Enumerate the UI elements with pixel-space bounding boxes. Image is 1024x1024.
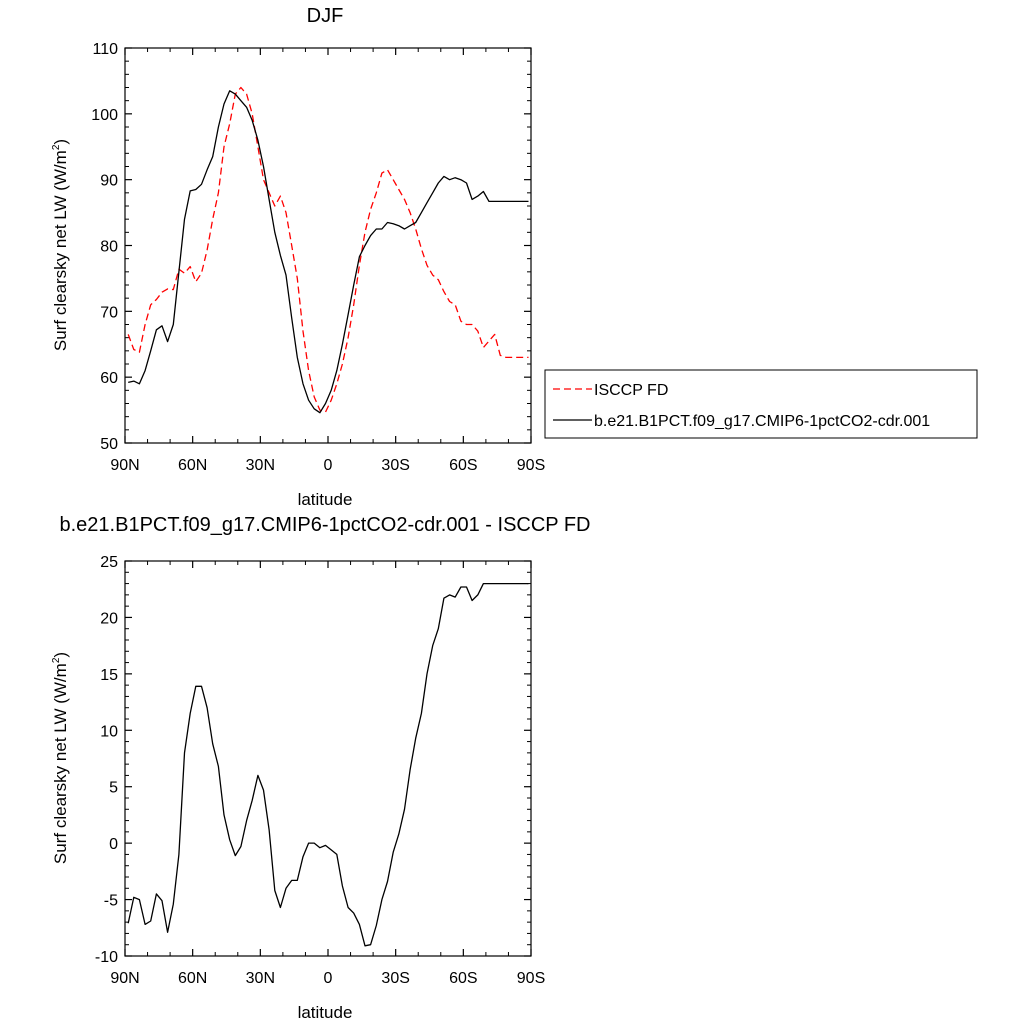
bottom-y-tick-label: -10 <box>95 949 118 966</box>
bottom-y-axis: -10 -5 0 5 10 15 20 25 <box>95 554 531 966</box>
top-x-axis-label: latitude <box>298 490 353 509</box>
bottom-y-tick-label: 5 <box>109 780 118 797</box>
bottom-y-tick-label: 20 <box>100 610 118 627</box>
top-series-model-line <box>128 90 529 414</box>
bottom-x-tick-label: 60N <box>178 970 207 987</box>
top-chart-title: DJF <box>307 5 344 27</box>
top-x-tick-label: 30S <box>381 457 409 474</box>
bottom-y-tick-label: 10 <box>100 723 118 740</box>
legend-label-isccp: ISCCP FD <box>594 382 668 399</box>
bottom-plot-frame <box>124 560 532 957</box>
bottom-y-axis-label: Surf clearsky net LW (W/m2) <box>51 652 70 864</box>
top-y-tick-label: 50 <box>100 436 118 453</box>
top-panel: DJF 90N 60N 30N 0 30S 60S 90S 50 60 70 80 90 100 110… <box>51 5 545 509</box>
bottom-panel: b.e21.B1PCT.f09_g17.CMIP6-1pctCO2-cdr.00… <box>51 514 591 1022</box>
top-y-axis: 50 60 70 80 90 100 110 <box>91 41 531 453</box>
top-y-tick-label: 80 <box>100 239 118 256</box>
bottom-x-tick-label: 90S <box>517 970 545 987</box>
top-x-tick-label: 30N <box>246 457 275 474</box>
top-y-tick-label: 90 <box>100 173 118 190</box>
top-y-tick-label: 70 <box>100 304 118 321</box>
bottom-y-tick-label: 25 <box>100 554 118 571</box>
bottom-x-tick-label: 60S <box>449 970 477 987</box>
bottom-y-tick-label: 15 <box>100 667 118 684</box>
bottom-x-tick-label: 30S <box>381 970 409 987</box>
top-y-axis-label: Surf clearsky net LW (W/m2) <box>51 139 70 351</box>
bottom-x-tick-label: 90N <box>110 970 139 987</box>
bottom-y-tick-label: 0 <box>109 836 118 853</box>
legend-label-model: b.e21.B1PCT.f09_g17.CMIP6-1pctCO2-cdr.00… <box>594 413 930 430</box>
top-y-tick-label: 60 <box>100 370 118 387</box>
legend-box <box>544 369 978 439</box>
bottom-x-tick-label: 30N <box>246 970 275 987</box>
bottom-x-axis: 90N 60N 30N 0 30S 60S 90S <box>110 561 545 987</box>
top-y-tick-label: 110 <box>92 41 118 58</box>
bottom-y-tick-label: -5 <box>104 893 118 910</box>
top-x-tick-label: 90S <box>517 457 545 474</box>
bottom-series-lines <box>127 582 529 947</box>
legend: ISCCP FD b.e21.B1PCT.f09_g17.CMIP6-1pctC… <box>544 369 978 439</box>
top-x-tick-label: 0 <box>324 457 333 474</box>
top-x-tick-label: 60S <box>449 457 477 474</box>
top-x-tick-label: 90N <box>110 457 139 474</box>
top-y-tick-label: 100 <box>91 107 118 124</box>
top-series-isccp-fd-line <box>127 86 529 413</box>
top-x-axis: 90N 60N 30N 0 30S 60S 90S <box>110 48 545 474</box>
bottom-series-model-line <box>127 582 529 947</box>
bottom-chart-title: b.e21.B1PCT.f09_g17.CMIP6-1pctCO2-cdr.00… <box>60 514 591 536</box>
top-series-lines <box>127 86 529 414</box>
bottom-x-axis-label: latitude <box>298 1003 353 1022</box>
bottom-x-tick-label: 0 <box>324 970 333 987</box>
top-x-tick-label: 60N <box>178 457 207 474</box>
top-plot-frame <box>124 47 532 444</box>
